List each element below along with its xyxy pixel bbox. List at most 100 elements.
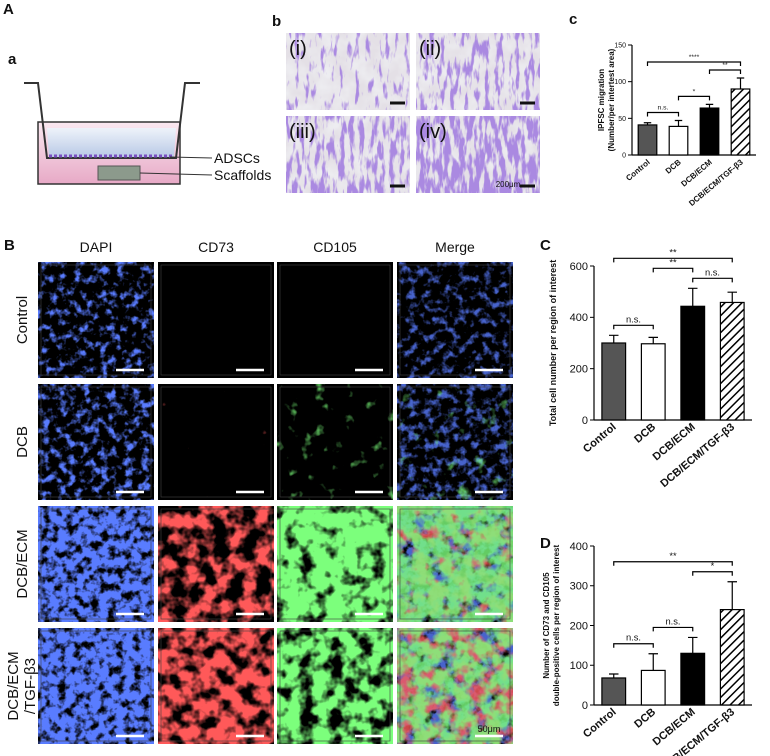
bar (601, 677, 627, 706)
error-bar (705, 103, 714, 109)
row-label-line: DCB/ECM (14, 529, 31, 598)
panel-label: c (569, 11, 577, 28)
y-axis-label: IPFSC migration(Number/per intertest are… (597, 48, 616, 151)
error-bar (609, 334, 619, 343)
micrograph-frame (399, 508, 511, 620)
row-label: Control (14, 296, 31, 344)
panel-label: b (272, 13, 281, 30)
bar (680, 652, 706, 706)
channel-texture (38, 628, 154, 744)
y-axis-label-line: (Number/per intertest area) (607, 48, 616, 151)
y-tick-label: 200 (570, 364, 588, 376)
channel-texture (277, 262, 393, 378)
bar (680, 305, 706, 421)
column-header: CD105 (313, 239, 357, 255)
significance-bracket (613, 257, 733, 263)
channel-texture (397, 506, 513, 622)
y-axis-label-line: Number of CD73 and CD105 (542, 572, 551, 679)
x-tick-label: DCB (632, 706, 658, 731)
significance-bracket (646, 61, 742, 66)
diagram-label: ADSCs (214, 150, 260, 166)
significance-label: ** (722, 62, 728, 69)
channel-texture (158, 384, 274, 500)
significance-label: **** (689, 54, 700, 61)
y-tick-label: 0 (582, 700, 588, 712)
y-tick-label: 200 (570, 620, 588, 632)
error-bar (688, 636, 698, 654)
panel-label: a (8, 51, 17, 68)
channel-texture (158, 506, 274, 622)
column-header: CD73 (198, 239, 234, 255)
x-tick-label: DCB/ECM/TGF-β3 (658, 421, 737, 490)
y-tick-label: 400 (570, 312, 588, 324)
leader-line (139, 172, 213, 176)
cell-staining (416, 33, 540, 110)
column-header: Merge (435, 239, 475, 255)
significance-label: n.s. (705, 267, 720, 277)
significance-label: ** (669, 247, 677, 257)
bar (640, 669, 666, 706)
significance-bracket (708, 69, 742, 74)
micrograph-frame (399, 630, 511, 742)
channel-texture (277, 384, 393, 500)
significance-bracket (692, 571, 733, 576)
cell-staining (286, 116, 410, 193)
y-axis-label: Number of CD73 and CD105double-positive … (542, 544, 561, 706)
error-bar (643, 122, 652, 125)
significance-bracket (652, 267, 694, 273)
transwell-diagram: ADSCs Scaffolds (24, 82, 271, 185)
micrograph-frame (279, 264, 391, 376)
row-label-line: Control (14, 296, 31, 344)
y-tick-label: 50 (618, 116, 626, 123)
error-bar (688, 287, 698, 307)
x-tick-label: DCB/ECM/TGF-β3 (687, 157, 745, 208)
channel-texture (158, 262, 274, 378)
channel-texture (158, 628, 274, 744)
y-tick-label: 0 (582, 415, 588, 427)
significance-bracket (692, 277, 733, 283)
micrograph-frame (40, 508, 152, 620)
bar (699, 107, 720, 156)
significance-label: n.s. (626, 633, 641, 643)
leader-line (169, 156, 213, 159)
y-tick-label: 100 (570, 660, 588, 672)
micrograph-label: (iv) (419, 121, 447, 143)
error-bar (727, 581, 737, 610)
y-axis-label-line: IPFSC migration (597, 69, 606, 131)
diagram-label: Scaffolds (214, 167, 271, 183)
micrograph-frame (40, 630, 152, 742)
row-label-line: /TGF-β3 (22, 658, 39, 714)
micrograph-frame (399, 386, 511, 498)
significance-bracket (613, 561, 733, 566)
bar (640, 343, 666, 421)
error-bar (648, 336, 658, 344)
bar (668, 125, 689, 156)
cell-staining (416, 116, 540, 193)
channel-texture (397, 384, 513, 500)
micrograph-label: (iii) (289, 121, 316, 143)
significance-bracket (652, 626, 694, 632)
significance-bracket (613, 643, 654, 648)
micrograph-frame (279, 630, 391, 742)
micrograph-frame (160, 630, 272, 742)
row-label-line: DCB/ECM (5, 651, 22, 720)
panel-label: A (3, 1, 14, 18)
cell-staining (286, 33, 410, 110)
significance-label: n.s. (665, 616, 680, 626)
channel-texture (277, 506, 393, 622)
panel-label: D (540, 535, 551, 552)
channel-texture (397, 628, 513, 744)
y-tick-label: 300 (570, 581, 588, 593)
row-label-line: DCB (14, 426, 31, 458)
micrograph-frame (399, 264, 511, 376)
y-tick-label: 0 (622, 152, 626, 159)
y-tick-label: 400 (570, 541, 588, 553)
significance-label: * (693, 88, 696, 95)
bar (719, 608, 745, 706)
row-label: DCB (14, 426, 31, 458)
row-label: DCB/ECM (14, 529, 31, 598)
bar (730, 88, 751, 156)
significance-bracket (613, 324, 654, 330)
bar (637, 124, 658, 156)
